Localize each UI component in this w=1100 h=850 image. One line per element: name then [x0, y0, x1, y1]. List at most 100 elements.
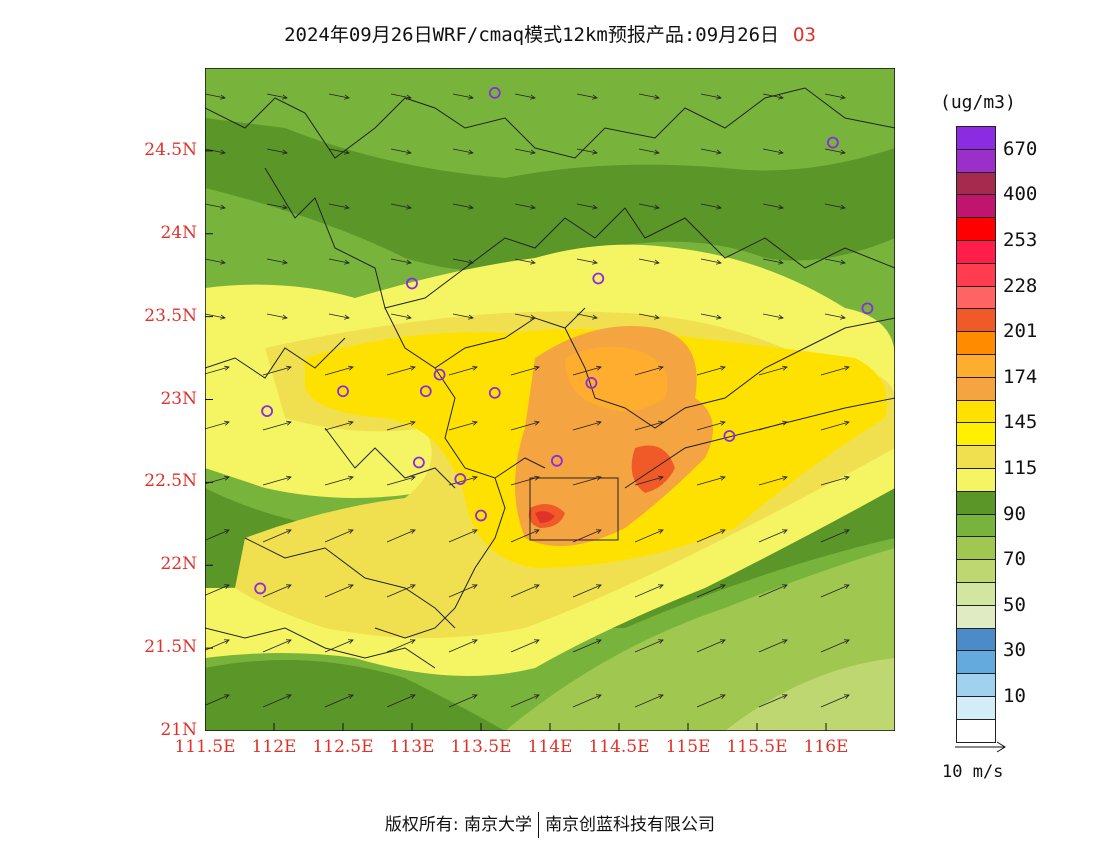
- wind-arrow: [696, 475, 726, 486]
- legend-label: 145: [1003, 411, 1038, 434]
- wind-arrow: [758, 694, 788, 708]
- legend-swatch: [956, 719, 996, 743]
- dark-green-band-north: [205, 118, 895, 272]
- wind-arrow: [514, 148, 536, 155]
- station-marker: [406, 277, 418, 290]
- chart-title: 2024年09月26日WRF/cmaq模式12km预报产品:09月26日 O3: [0, 20, 1100, 47]
- legend-swatch: [956, 605, 996, 629]
- legend-unit: (ug/m3): [940, 92, 1016, 113]
- wind-arrow: [700, 203, 722, 210]
- deep-orange-zone: [565, 346, 668, 412]
- wind-arrow: [638, 148, 660, 155]
- wind-arrow: [634, 639, 664, 653]
- wind-arrow: [572, 420, 602, 431]
- y-tick-label: 22N: [160, 554, 197, 575]
- station-marker: [254, 582, 267, 595]
- wind-arrow: [634, 475, 664, 486]
- wind-arrow: [328, 203, 350, 210]
- x-tick-label: 111.5E: [174, 737, 236, 757]
- wind-arrow: [824, 148, 846, 155]
- wind-arrow: [510, 529, 540, 543]
- wind-arrow: [324, 420, 354, 431]
- wind-arrow: [820, 475, 850, 486]
- station-marker: [475, 509, 487, 522]
- station-marker: [827, 136, 839, 149]
- wind-arrow: [758, 639, 788, 653]
- legend-swatch: [956, 560, 996, 583]
- wind-arrow: [758, 365, 788, 376]
- wind-arrow: [390, 258, 412, 265]
- station-marker: [585, 377, 598, 389]
- station-marker: [454, 473, 467, 485]
- wind-arrow: [390, 93, 412, 100]
- wind-arrow: [448, 529, 478, 543]
- y-tick-label: 24.5N: [144, 139, 197, 160]
- wind-arrow: [824, 93, 846, 100]
- wind-arrow: [762, 148, 784, 155]
- station-marker: [337, 385, 349, 398]
- wind-arrow: [634, 420, 664, 431]
- legend-swatch: [956, 332, 996, 355]
- station-marker: [433, 368, 446, 381]
- wind-arrow: [262, 694, 292, 708]
- wind-arrow: [576, 93, 598, 100]
- legend-swatch: [956, 582, 996, 606]
- legend-swatch: [956, 674, 996, 697]
- wind-arrow: [262, 584, 292, 598]
- wind-arrow: [576, 258, 598, 265]
- legend-swatch: [956, 491, 996, 515]
- color-legend: [956, 126, 996, 743]
- wind-arrow: [262, 639, 292, 653]
- wind-arrow: [510, 475, 540, 486]
- wind-arrow: [696, 420, 726, 431]
- wind-arrow: [324, 694, 354, 708]
- wind-arrow: [820, 694, 850, 708]
- species-label: O3: [793, 24, 816, 46]
- x-tick-label: 112.5E: [312, 737, 374, 757]
- y-tick-label: 21N: [160, 720, 197, 740]
- wind-arrow: [634, 529, 664, 543]
- legend-label: 70: [1003, 548, 1026, 571]
- legend-swatch: [956, 286, 996, 310]
- wind-arrow: [638, 203, 660, 210]
- wind-arrow: [510, 584, 540, 598]
- wind-arrow: [386, 475, 416, 486]
- wind-arrow: [576, 203, 598, 210]
- legend-swatch: [956, 468, 996, 492]
- legend-swatch: [956, 651, 996, 675]
- wind-arrow: [820, 529, 850, 543]
- monitoring-stations: [254, 86, 874, 595]
- wind-arrow: [205, 203, 226, 210]
- wind-scale-label: 10 m/s: [942, 762, 1004, 782]
- legend-swatch: [956, 446, 996, 469]
- wind-arrow: [634, 694, 664, 708]
- wind-arrow: [448, 584, 478, 598]
- wind-arrow: [510, 420, 540, 431]
- wind-arrow: [448, 365, 478, 376]
- wind-arrow: [510, 639, 540, 653]
- wind-arrow: [328, 148, 350, 155]
- x-tick-label: 114E: [527, 737, 573, 757]
- copyright-left: 版权所有: 南京大学: [384, 815, 533, 835]
- copyright-right: 南京创蓝科技有限公司: [545, 815, 716, 835]
- legend-label: 10: [1003, 685, 1026, 707]
- wind-arrow: [324, 584, 354, 598]
- nest-box: [529, 477, 619, 541]
- wind-arrow: [205, 313, 226, 320]
- light-green-sea: [505, 548, 895, 731]
- wind-arrow: [820, 639, 850, 653]
- wind-arrow: [696, 639, 726, 653]
- map-panel: [205, 68, 895, 731]
- wind-arrow: [696, 365, 726, 376]
- legend-swatch: [956, 149, 996, 173]
- wind-arrow: [448, 694, 478, 708]
- x-tick-label: 115.5E: [726, 737, 788, 757]
- wind-arrow: [576, 148, 598, 155]
- wind-arrow: [824, 258, 846, 265]
- wind-arrow: [448, 475, 478, 486]
- wind-arrow: [762, 203, 784, 210]
- wind-arrow: [700, 148, 722, 155]
- wind-arrow: [324, 365, 354, 376]
- wind-arrow: [386, 365, 416, 376]
- wind-vectors: [205, 93, 850, 708]
